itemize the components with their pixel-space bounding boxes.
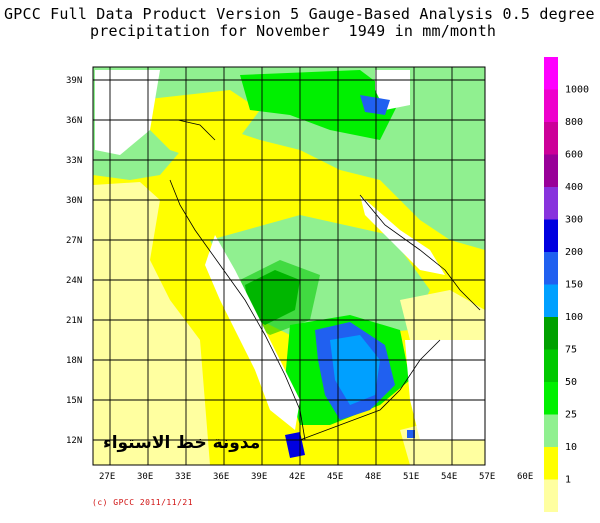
- legend-label: 400: [565, 182, 583, 193]
- legend-label: 150: [565, 280, 583, 291]
- map-grid: [93, 67, 485, 465]
- arabian-sea-white: [405, 340, 485, 440]
- legend-swatch: [544, 317, 558, 350]
- lat-label: 33N: [66, 156, 82, 166]
- longitude-labels: 27E 30E 33E 36E 39E 42E 45E 48E 51E 54E 57E 60E: [99, 472, 533, 482]
- map-title: GPCC Full Data Product Version 5 Gauge-B…: [4, 6, 595, 40]
- lon-label: 30E: [137, 472, 153, 482]
- credit-text: (c) GPCC 2011/11/21: [92, 498, 194, 507]
- lon-label: 45E: [327, 472, 343, 482]
- legend-swatch: [544, 349, 558, 382]
- lat-label: 36N: [66, 116, 82, 126]
- legend-swatch: [544, 447, 558, 480]
- med-white: [95, 70, 160, 155]
- legend-swatch: [544, 219, 558, 252]
- legend-label: 800: [565, 117, 583, 128]
- lon-label: 33E: [175, 472, 191, 482]
- lon-label: 51E: [403, 472, 419, 482]
- legend-swatch: [544, 479, 558, 512]
- legend-swatch: [544, 89, 558, 122]
- map-frame: [92, 66, 486, 466]
- lat-label: 39N: [66, 76, 82, 86]
- legend-label: 600: [565, 150, 583, 161]
- legend-label: 300: [565, 215, 583, 226]
- blue-spot-north: [360, 95, 390, 115]
- legend-swatch: [544, 382, 558, 415]
- gulf-white: [360, 195, 445, 275]
- lon-label: 60E: [517, 472, 533, 482]
- lat-label: 24N: [66, 276, 82, 286]
- legend-label: 10: [565, 442, 577, 453]
- coastline: [169, 119, 481, 441]
- lon-label: 27E: [99, 472, 115, 482]
- lon-label: 48E: [365, 472, 381, 482]
- lon-label: 57E: [479, 472, 495, 482]
- lat-label: 30N: [66, 196, 82, 206]
- watermark-text: مدونة خط الاستواء: [103, 433, 261, 453]
- legend-label: 75: [565, 345, 577, 356]
- title-line-2: precipitation for November 1949 in mm/mo…: [90, 22, 497, 40]
- pale-yellow-region: [93, 182, 210, 465]
- legend-label: 200: [565, 247, 583, 258]
- lon-label: 39E: [251, 472, 267, 482]
- latitude-labels: 39N 36N 33N 30N 27N 24N 21N 18N 15N 12N: [66, 76, 82, 446]
- legend-label: 1000: [565, 85, 589, 96]
- map-area: [93, 67, 485, 465]
- legend-label: 25: [565, 410, 577, 421]
- blue-spot-socotra: [407, 430, 415, 438]
- legend-swatch: [544, 187, 558, 220]
- lat-label: 27N: [66, 236, 82, 246]
- green-region-anatolia: [240, 70, 400, 140]
- lat-label: 15N: [66, 396, 82, 406]
- lon-label: 36E: [213, 472, 229, 482]
- legend-swatch: [544, 284, 558, 317]
- lat-label: 12N: [66, 436, 82, 446]
- legend-label: 50: [565, 377, 577, 388]
- lon-label: 42E: [289, 472, 305, 482]
- legend-label: 100: [565, 312, 583, 323]
- red-sea-white: [205, 235, 300, 430]
- legend-swatch: [544, 154, 558, 187]
- legend-swatch: [544, 122, 558, 155]
- lon-label: 54E: [441, 472, 457, 482]
- legend-swatch: [544, 414, 558, 447]
- lat-label: 18N: [66, 356, 82, 366]
- legend-swatch: [544, 252, 558, 285]
- legend-label: 1: [565, 475, 571, 486]
- title-line-1: GPCC Full Data Product Version 5 Gauge-B…: [4, 5, 595, 23]
- lightblue-region-south: [330, 335, 380, 405]
- legend-swatch: [544, 57, 558, 90]
- color-legend: 1000 800 600 400 300 200 150 100 75 50 25 10 1: [544, 57, 589, 512]
- lat-label: 21N: [66, 316, 82, 326]
